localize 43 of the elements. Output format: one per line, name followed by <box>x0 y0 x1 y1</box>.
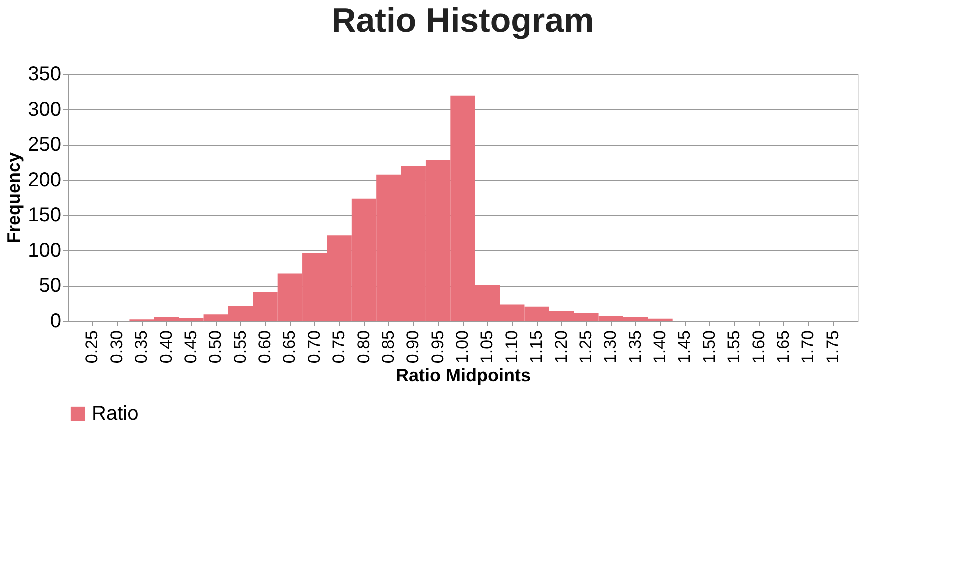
x-tick-label: 0.55 <box>230 330 250 364</box>
x-tick-label: 1.20 <box>552 330 571 364</box>
x-tick-label: 1.55 <box>724 330 744 364</box>
x-tick-label: 1.05 <box>478 330 497 364</box>
y-axis-title: Frequency <box>4 152 24 244</box>
y-tick-label: 200 <box>28 169 62 192</box>
y-tick-label: 250 <box>28 134 62 156</box>
x-tick-label: 1.45 <box>675 330 694 364</box>
y-tick-label: 350 <box>28 64 62 86</box>
x-tick-label: 0.90 <box>404 330 423 364</box>
x-tick-label: 1.60 <box>749 330 768 364</box>
x-tick-label: 1.25 <box>576 330 596 364</box>
y-tick-label: 300 <box>28 98 62 121</box>
x-tick-label: 1.00 <box>453 330 472 364</box>
x-tick-label: 0.50 <box>206 330 226 364</box>
x-axis-title: Ratio Midpoints <box>396 366 531 386</box>
x-tick-label: 0.35 <box>132 330 152 364</box>
x-tick-label: 1.50 <box>700 330 719 364</box>
x-tick-label: 0.65 <box>280 330 300 364</box>
x-tick-label: 0.70 <box>304 330 324 364</box>
x-tick-label: 1.10 <box>502 330 522 364</box>
x-tick-label: 0.95 <box>428 330 448 364</box>
x-tick-label: 0.30 <box>107 330 126 364</box>
x-tick-label: 0.60 <box>256 330 274 364</box>
x-tick-label: 0.40 <box>156 330 176 364</box>
x-tick-label: 1.30 <box>601 330 620 364</box>
x-tick-label: 1.65 <box>774 330 793 364</box>
x-tick-label: 1.15 <box>527 330 546 364</box>
y-tick-label: 50 <box>39 275 62 298</box>
y-tick-label: 0 <box>50 310 62 332</box>
legend-label: Ratio <box>92 403 139 425</box>
y-tick-label: 150 <box>28 204 62 227</box>
x-tick-label: 1.35 <box>626 330 645 364</box>
y-tick-label: 100 <box>28 240 62 262</box>
x-tick-label: 0.75 <box>330 330 349 364</box>
x-tick-label: 1.70 <box>798 330 818 364</box>
x-tick-label: 0.45 <box>181 330 200 364</box>
chart-title: Ratio Histogram <box>332 2 594 40</box>
x-tick-label: 1.75 <box>823 330 842 364</box>
x-tick-label: 0.80 <box>354 330 374 364</box>
x-tick-label: 0.25 <box>82 330 102 364</box>
x-tick-label: 1.40 <box>650 330 670 364</box>
x-tick-label: 0.85 <box>378 330 398 364</box>
